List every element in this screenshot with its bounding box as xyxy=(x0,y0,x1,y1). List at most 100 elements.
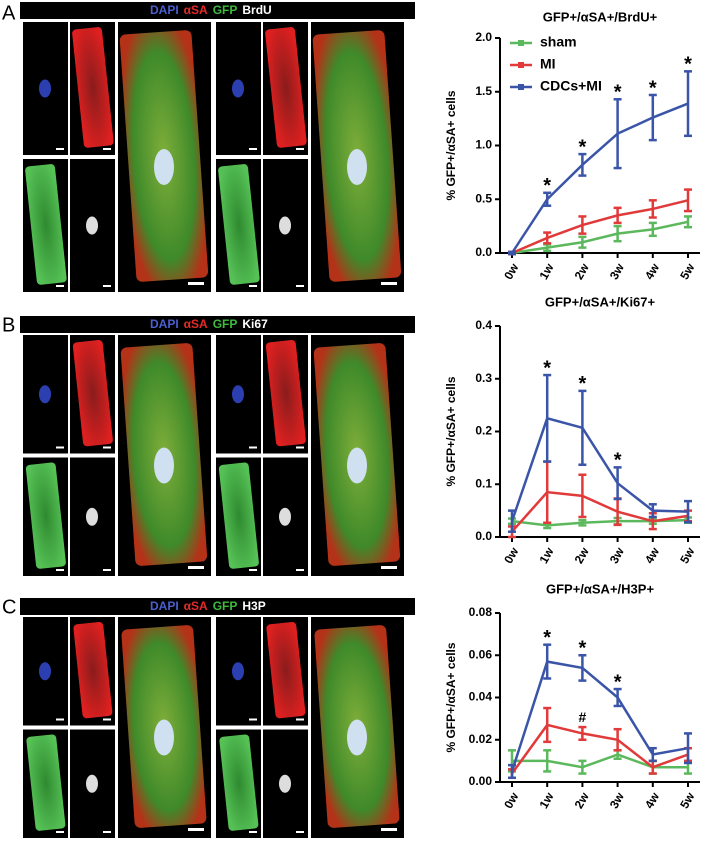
x-tick-label: 2w xyxy=(572,261,592,282)
annotation: * xyxy=(543,627,551,649)
stain-label: GFP xyxy=(213,317,238,331)
y-tick-label: 0.5 xyxy=(475,191,492,205)
y-tick-label: 0.3 xyxy=(475,371,492,385)
nucleus-shape xyxy=(86,507,98,526)
scale-bar xyxy=(56,446,64,449)
error-bar xyxy=(578,759,587,775)
x-tick-label: 5w xyxy=(677,545,697,566)
error-bar xyxy=(613,224,622,243)
x-tick-label: 3w xyxy=(607,790,627,811)
nucleus-shape xyxy=(279,216,291,235)
x-tick-label: 2w xyxy=(572,790,592,811)
scale-bar xyxy=(56,285,64,287)
cell-shape xyxy=(219,734,259,831)
scale-bar xyxy=(103,718,111,721)
nucleus-shape xyxy=(86,216,98,235)
panel-label: C xyxy=(2,596,16,618)
series-line xyxy=(511,199,689,255)
y-tick-label: 1.0 xyxy=(475,138,492,152)
scale-bar xyxy=(103,831,111,833)
series-line xyxy=(511,490,689,533)
error-bar xyxy=(508,763,516,780)
annotation: * xyxy=(543,175,551,197)
error-bar xyxy=(648,199,657,219)
scale-bar xyxy=(381,282,397,285)
annotation: * xyxy=(579,373,587,395)
cell-shape xyxy=(73,621,113,719)
cell-shape xyxy=(26,734,66,831)
annotation: * xyxy=(614,671,622,693)
y-axis-label: % GFP+/αSA+ cells xyxy=(444,90,458,200)
scale-bar xyxy=(188,828,204,831)
stain-label: DAPI xyxy=(150,599,179,613)
error-bar xyxy=(543,643,552,680)
error-bar xyxy=(648,503,657,519)
stain-label: αSA xyxy=(184,599,208,613)
error-bar xyxy=(578,725,587,741)
scale-bar xyxy=(296,285,304,287)
x-tick-label: 5w xyxy=(677,261,697,282)
error-bar xyxy=(613,687,622,708)
error-bar xyxy=(578,152,587,177)
x-tick-label: 4w xyxy=(642,790,662,811)
series-line xyxy=(510,416,689,522)
y-tick-label: 0.04 xyxy=(469,690,493,704)
x-tick-label: 0w xyxy=(501,261,521,282)
nucleus-shape xyxy=(232,79,244,98)
series-line xyxy=(512,753,688,769)
annotation: * xyxy=(579,136,587,158)
series-line xyxy=(511,220,689,255)
cell-shape xyxy=(25,164,67,285)
error-bar xyxy=(648,93,657,142)
legend-label: MI xyxy=(540,56,556,72)
scale-bar xyxy=(188,566,204,569)
error-bar xyxy=(613,727,622,752)
chart-title: GFP+/αSA+/BrdU+ xyxy=(543,9,658,24)
legend-label: CDCs+MI xyxy=(540,78,602,94)
error-bar xyxy=(543,373,552,463)
error-bar xyxy=(578,654,587,682)
y-tick-label: 0.0 xyxy=(475,245,492,259)
nucleus-shape xyxy=(154,719,174,756)
panel-label: A xyxy=(2,2,16,24)
x-tick-label: 2w xyxy=(572,545,592,566)
chart-title: GFP+/αSA+/H3P+ xyxy=(546,581,654,596)
scale-bar xyxy=(56,569,64,571)
nucleus-shape xyxy=(39,385,51,404)
error-bar xyxy=(543,191,552,207)
scale-bar xyxy=(296,446,304,449)
scale-bar xyxy=(103,569,111,571)
stain-header-text: DAPI αSA GFP Ki67 xyxy=(150,317,268,331)
scale-bar xyxy=(103,446,111,449)
legend-marker xyxy=(518,40,524,46)
error-bar xyxy=(508,509,516,533)
y-tick-label: 2.0 xyxy=(475,30,492,44)
annotation: # xyxy=(579,709,587,725)
error-bar xyxy=(684,215,692,229)
scale-bar xyxy=(249,148,257,150)
error-bar xyxy=(648,746,657,763)
x-tick-label: 1w xyxy=(536,790,556,811)
annotation: * xyxy=(649,77,657,99)
x-tick-label: 1w xyxy=(536,545,556,566)
error-bar xyxy=(543,231,552,245)
x-tick-label: 0w xyxy=(501,545,521,566)
series-line xyxy=(510,660,689,772)
series-line xyxy=(510,102,689,254)
error-bar xyxy=(684,70,692,138)
cell-shape xyxy=(72,340,113,447)
annotation: * xyxy=(614,450,622,472)
nucleus-shape xyxy=(347,719,367,756)
error-bar xyxy=(613,206,622,225)
annotation: * xyxy=(579,638,587,660)
scale-bar xyxy=(249,718,257,721)
cell-shape xyxy=(218,164,260,285)
scale-bar xyxy=(56,148,64,150)
scale-bar xyxy=(103,148,111,150)
error-bar xyxy=(684,732,692,765)
annotation: * xyxy=(614,82,622,104)
error-bar xyxy=(578,215,587,235)
stain-label: GFP xyxy=(213,599,238,613)
error-bar xyxy=(543,706,552,744)
